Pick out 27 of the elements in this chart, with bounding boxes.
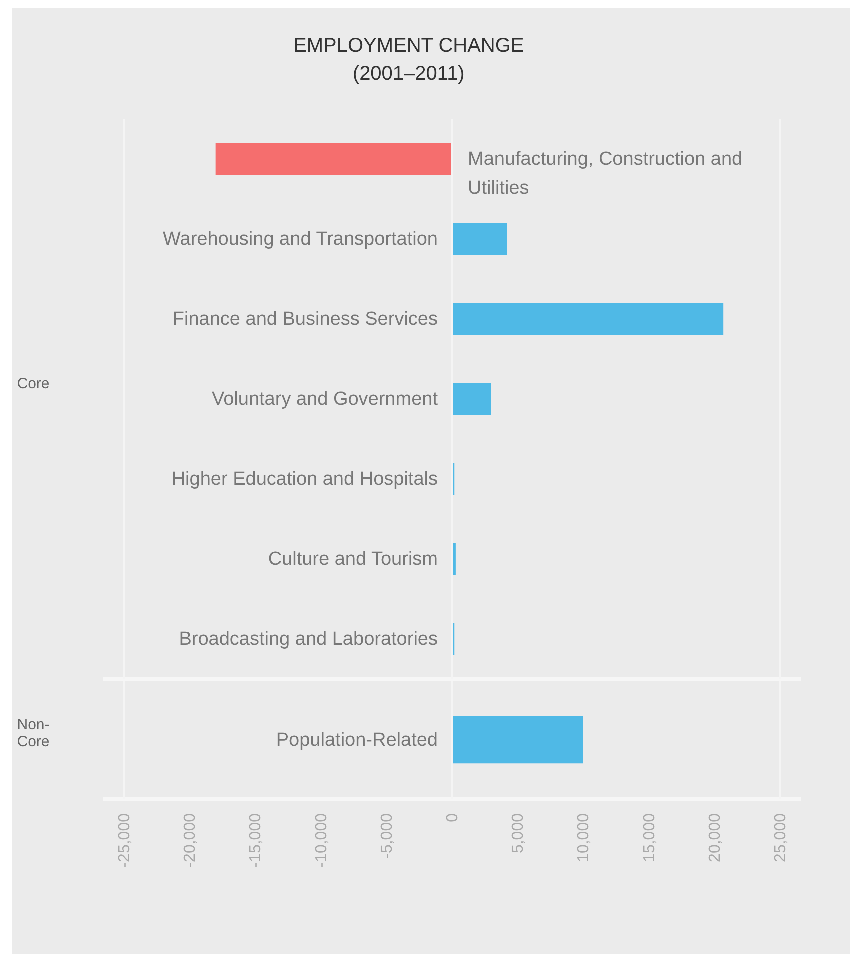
bar <box>452 383 492 415</box>
bar <box>452 223 508 255</box>
y-tick-label: Broadcasting and Laboratories <box>179 629 438 650</box>
y-tick-label: Population-Related <box>276 730 438 751</box>
x-tick-label: 15,000 <box>641 813 658 862</box>
chart-title: EMPLOYMENT CHANGE <box>293 35 524 57</box>
x-tick-label: 0 <box>444 813 462 822</box>
y-tick-label: Voluntary and Government <box>212 389 439 410</box>
y-tick-label: Manufacturing, Construction and Utilities <box>468 149 743 199</box>
x-tick-label: -5,000 <box>378 813 396 859</box>
y-axis-title: Core <box>17 376 50 392</box>
x-tick-label: 10,000 <box>576 813 593 862</box>
x-tick-label: 5,000 <box>510 813 528 854</box>
y-axis-title: Non-Core <box>17 716 50 750</box>
bar <box>452 303 724 335</box>
y-tick-label: Higher Education and Hospitals <box>172 469 438 490</box>
x-tick-label: -15,000 <box>248 813 265 868</box>
x-tick-label: -25,000 <box>116 813 134 868</box>
x-tick-label: 25,000 <box>772 813 790 862</box>
x-tick-label: -10,000 <box>313 813 330 868</box>
bar <box>216 143 452 175</box>
x-tick-label: 20,000 <box>706 813 724 862</box>
y-tick-label: Finance and Business Services <box>172 309 438 330</box>
y-tick-label: Culture and Tourism <box>268 549 438 570</box>
y-tick-label: Warehousing and Transportation <box>163 229 438 250</box>
chart-subtitle: (2001–2011) <box>352 63 465 85</box>
x-tick-label: -20,000 <box>182 813 200 868</box>
